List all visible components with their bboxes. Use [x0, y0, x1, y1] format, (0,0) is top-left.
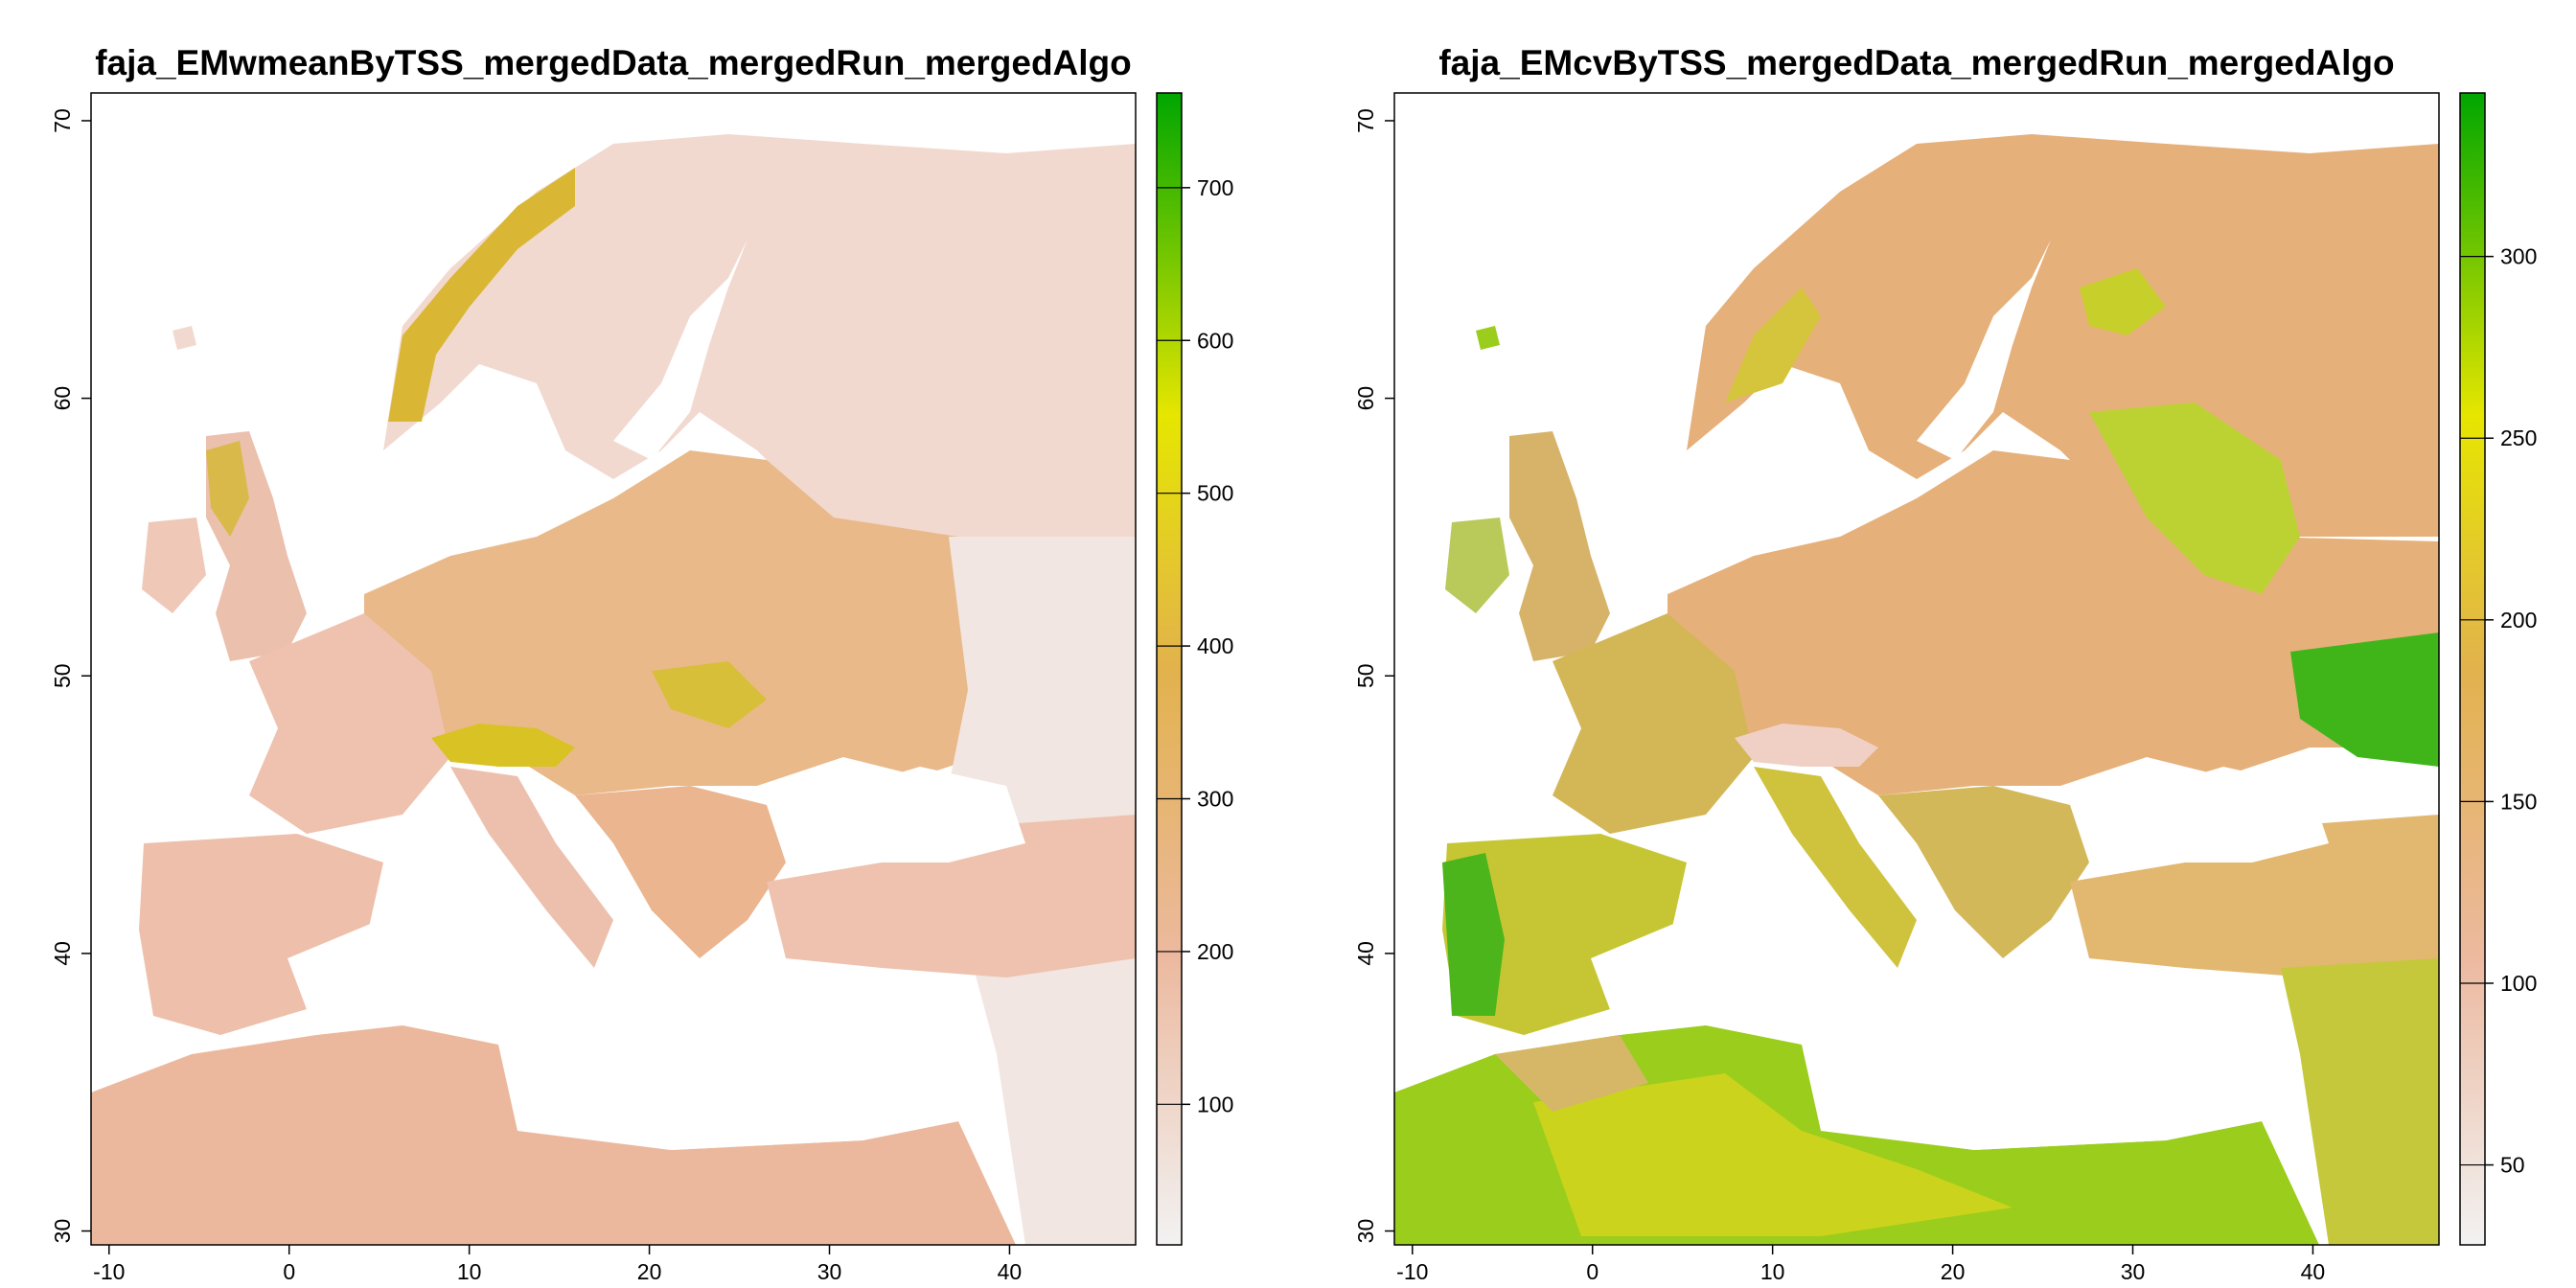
region-finland-lakes [2080, 268, 2166, 335]
x-tick-label: 0 [1586, 1259, 1598, 1284]
legend-ticks: 50 100 150 200 250 300 [2460, 244, 2537, 1178]
axes: -10 0 10 20 30 40 30 40 50 60 70 [50, 108, 1022, 1284]
sea-baltic [1917, 240, 2051, 460]
legend-ticks: 100 200 300 400 500 600 700 [1157, 175, 1233, 1116]
y-tick-label: 70 [50, 108, 75, 133]
region-alps [1735, 724, 1878, 767]
region-africa [91, 1016, 1016, 1245]
x-tick-label: 30 [2121, 1259, 2146, 1284]
region-steppe [2290, 632, 2439, 767]
x-tick-label: 20 [1941, 1259, 1966, 1284]
x-tick-label: 40 [2301, 1259, 2326, 1284]
legend-tick-label: 200 [2500, 608, 2537, 632]
region-turkey [767, 815, 1136, 978]
x-tick-label: 10 [1760, 1259, 1785, 1284]
map-raster [91, 134, 1136, 1245]
region-iceland [1476, 326, 1500, 350]
axes: -10 0 10 20 30 40 30 40 50 60 70 [1353, 108, 2325, 1284]
region-turkey [2070, 815, 2439, 978]
plot-frame [1393, 92, 2440, 1246]
y-tick-label: 30 [50, 1219, 75, 1244]
sea-black [2128, 767, 2329, 862]
region-central [364, 450, 1136, 795]
y-tick-label: 70 [1353, 108, 1378, 133]
legend-tick-label: 200 [1197, 939, 1233, 964]
region-britain [1509, 431, 1610, 661]
region-norway-coast [388, 168, 575, 422]
region-balkans [1878, 786, 2089, 958]
region-russia-greenbelt [2089, 402, 2300, 594]
sea-mediterranean [288, 901, 958, 1150]
legend-tick-label: 150 [2500, 789, 2537, 814]
legend-tick-label: 400 [1197, 633, 1233, 658]
legend-tick-label: 600 [1197, 328, 1233, 353]
region-scandes [1725, 288, 1821, 402]
x-tick-label: 20 [637, 1259, 662, 1284]
region-iceland [172, 326, 196, 350]
legend-tick-label: 300 [2500, 244, 2537, 269]
y-tick-label: 40 [1353, 941, 1378, 966]
y-tick-label: 30 [1353, 1219, 1378, 1244]
y-tick-label: 50 [50, 663, 75, 688]
legend-tick-label: 500 [1197, 481, 1233, 506]
legend-tick-label: 250 [2500, 426, 2537, 450]
region-ireland [1445, 518, 1509, 613]
x-tick-label: -10 [93, 1259, 125, 1284]
panel-wmean: faja_EMwmeanByTSS_mergedData_mergedRun_m… [50, 43, 1233, 1284]
x-tick-label: -10 [1396, 1259, 1428, 1284]
x-tick-label: 30 [817, 1259, 842, 1284]
y-tick-label: 40 [50, 941, 75, 966]
sea-mediterranean [1591, 901, 2262, 1150]
region-france [1552, 613, 1754, 834]
x-tick-label: 40 [998, 1259, 1023, 1284]
region-north [1687, 134, 2439, 537]
region-balkans [575, 786, 786, 958]
region-iberia-west [1442, 853, 1505, 1016]
region-carpathians [652, 661, 767, 728]
sea-baltic [613, 240, 748, 460]
panel-cv: faja_EMcvByTSS_mergedData_mergedRun_merg… [1353, 43, 2537, 1284]
region-middle-east [2281, 958, 2439, 1245]
legend-tick-label: 50 [2500, 1153, 2525, 1178]
legend-tick-label: 700 [1197, 175, 1233, 200]
region-italy [450, 767, 613, 968]
panel-title: faja_EMcvByTSS_mergedData_mergedRun_merg… [1438, 43, 2394, 82]
region-north [383, 134, 1136, 537]
x-tick-label: 10 [457, 1259, 482, 1284]
region-italy [1754, 767, 1917, 968]
region-sahara-core [1533, 1073, 2012, 1236]
legend-colorbar [2459, 92, 2486, 1246]
y-tick-label: 50 [1353, 663, 1378, 688]
panel-title: faja_EMwmeanByTSS_mergedData_mergedRun_m… [95, 43, 1132, 82]
region-atlas [1495, 1035, 1648, 1112]
legend-tick-label: 100 [1197, 1092, 1233, 1116]
region-ireland [142, 518, 206, 613]
legend-colorbar [1156, 92, 1183, 1246]
x-tick-label: 0 [283, 1259, 295, 1284]
region-france [249, 613, 450, 834]
region-alps [431, 724, 575, 767]
legend-tick-label: 300 [1197, 787, 1233, 812]
plot-frame [90, 92, 1137, 1246]
y-tick-label: 60 [50, 386, 75, 411]
region-britain-highlands [206, 441, 249, 537]
sea-black [824, 767, 1025, 862]
y-tick-label: 60 [1353, 386, 1378, 411]
legend-tick-label: 100 [2500, 971, 2537, 996]
map-raster [1394, 134, 2439, 1245]
